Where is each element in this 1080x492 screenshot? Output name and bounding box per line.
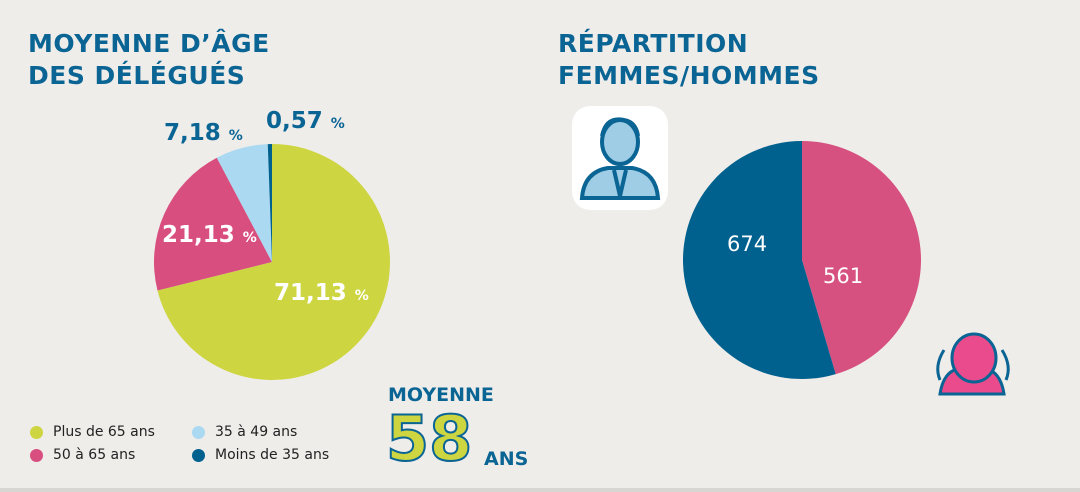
label-35-49: 7,18 % <box>164 120 243 146</box>
legend-label: Moins de 35 ans <box>215 447 330 463</box>
title-line: RÉPARTITION <box>558 29 749 58</box>
pie-slice-50-65-ans <box>154 157 272 291</box>
legend-swatch <box>192 448 205 462</box>
pie-slice-hommes <box>683 141 836 379</box>
legend-item: Plus de 65 ans <box>30 423 155 441</box>
legend-item: Moins de 35 ans <box>192 446 329 464</box>
label-moins-35: 0,57 % <box>266 108 345 134</box>
title-line: FEMMES/HOMMES <box>558 61 820 90</box>
average-unit: ANS <box>484 448 529 470</box>
label-50-65: 21,13 % <box>162 222 257 248</box>
bottom-rule <box>0 488 1080 492</box>
legend-label: 50 à 65 ans <box>53 447 136 463</box>
pie-slice-femmes <box>802 141 921 375</box>
man-icon <box>572 106 668 210</box>
legend-swatch <box>30 425 43 439</box>
legend-label: 35 à 49 ans <box>215 424 298 440</box>
age-title: MOYENNE D’ÂGE DES DÉLÉGUÉS <box>28 28 270 92</box>
label-hommes: 674 <box>727 232 768 256</box>
pie-slice-moins-de-35-ans <box>267 144 272 262</box>
legend-swatch <box>192 425 205 439</box>
title-line: DES DÉLÉGUÉS <box>28 61 246 90</box>
label-femmes: 561 <box>823 264 864 288</box>
legend-label: Plus de 65 ans <box>53 424 155 440</box>
label-plus-65: 71,13 % <box>274 280 369 306</box>
repartition-title: RÉPARTITION FEMMES/HOMMES <box>558 28 820 92</box>
gender-pie <box>683 141 921 379</box>
title-line: MOYENNE D’ÂGE <box>28 29 270 58</box>
age-pie <box>154 144 391 380</box>
average-value: 58 <box>385 402 473 475</box>
pie-slice-plus-de-65-ans <box>157 144 391 380</box>
legend-item: 35 à 49 ans <box>192 423 297 441</box>
pie-slice-35-49-ans <box>216 144 272 262</box>
legend-swatch <box>30 448 43 462</box>
woman-icon <box>936 332 1010 396</box>
average-label: MOYENNE <box>388 384 494 406</box>
legend-item: 50 à 65 ans <box>30 446 135 464</box>
